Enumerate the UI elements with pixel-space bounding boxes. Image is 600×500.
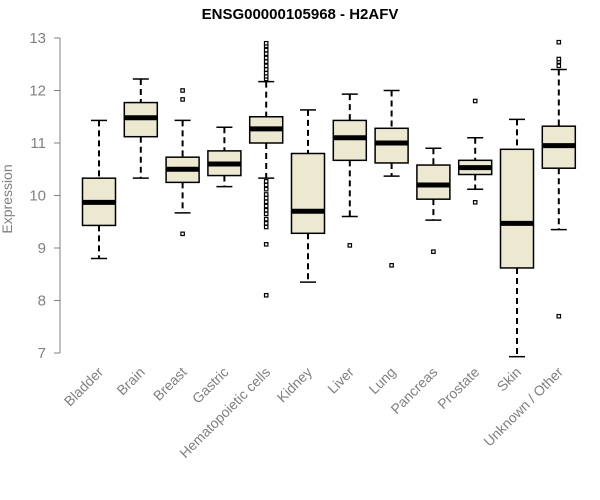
outlier-point <box>263 51 269 57</box>
y-axis: 7 8 9 10 11 12 13 <box>29 30 61 362</box>
x-tick-label: Kidney <box>274 364 316 406</box>
y-tick-label: 10 <box>29 188 46 205</box>
y-tick-label: 9 <box>38 240 46 257</box>
outlier-point <box>556 39 562 45</box>
box-group <box>165 88 200 237</box>
outlier-point <box>347 243 353 248</box>
outlier-point <box>263 207 269 213</box>
box-group <box>81 119 117 260</box>
y-axis-label-group: Expression <box>0 164 15 233</box>
y-tick-label: 13 <box>29 30 46 47</box>
box-group <box>332 93 368 248</box>
iqr-box <box>374 127 409 164</box>
outlier-point <box>431 249 436 254</box>
outlier-point <box>263 224 269 230</box>
outlier-point <box>180 97 185 102</box>
outlier-point <box>263 70 269 76</box>
outlier-point <box>472 98 478 104</box>
iqr-box <box>290 152 326 235</box>
outlier-point <box>263 182 269 188</box>
x-tick-label: Prostate <box>434 364 482 412</box>
outlier-point <box>263 203 269 209</box>
box-group <box>207 126 242 188</box>
y-tick-label: 11 <box>30 135 46 152</box>
y-axis-label: Expression <box>0 164 15 233</box>
box-group <box>457 98 493 205</box>
outlier-point <box>263 216 269 222</box>
x-tick-label: Lung <box>365 364 398 397</box>
outlier-point <box>263 195 269 201</box>
iqr-box <box>499 148 535 269</box>
outlier-point <box>472 200 478 205</box>
outlier-point <box>263 63 269 69</box>
box-group <box>123 78 159 179</box>
outlier-point <box>263 67 269 72</box>
outlier-point <box>263 179 269 184</box>
iqr-box <box>332 119 368 162</box>
x-tick-label: Unknown / Other <box>480 364 566 450</box>
outlier-point <box>263 221 269 226</box>
x-tick-label: Brain <box>113 364 147 398</box>
outlier-point <box>180 231 185 237</box>
outlier-point <box>389 263 394 268</box>
outlier-point <box>263 199 269 205</box>
outlier-point <box>180 88 185 93</box>
outlier-point <box>263 55 269 61</box>
box-group <box>416 147 451 254</box>
y-tick-label: 12 <box>29 83 46 100</box>
outlier-point <box>263 211 269 217</box>
boxes-group <box>81 39 577 358</box>
outlier-point <box>263 242 269 247</box>
outlier-point <box>263 40 269 46</box>
box-group <box>290 109 326 283</box>
outlier-point <box>263 47 269 53</box>
x-tick-label: Bladder <box>61 364 107 410</box>
box-group <box>499 118 535 358</box>
outlier-point <box>556 56 562 62</box>
outlier-point <box>556 313 562 319</box>
outlier-point <box>263 192 269 197</box>
y-tick-label: 7 <box>38 345 46 362</box>
iqr-box <box>416 164 451 200</box>
box-group <box>541 39 577 319</box>
box-group <box>374 89 409 268</box>
x-tick-label: Liver <box>324 364 357 397</box>
x-tick-label: Breast <box>150 364 190 404</box>
outlier-point <box>263 59 269 64</box>
chart-title: ENSG00000105968 - H2AFV <box>201 6 399 23</box>
y-tick-label: 8 <box>38 293 46 310</box>
outlier-point <box>263 292 269 298</box>
box-group <box>248 40 284 298</box>
outlier-point <box>263 186 269 192</box>
x-tick-label: Skin <box>494 364 525 395</box>
outlier-point <box>556 63 562 69</box>
